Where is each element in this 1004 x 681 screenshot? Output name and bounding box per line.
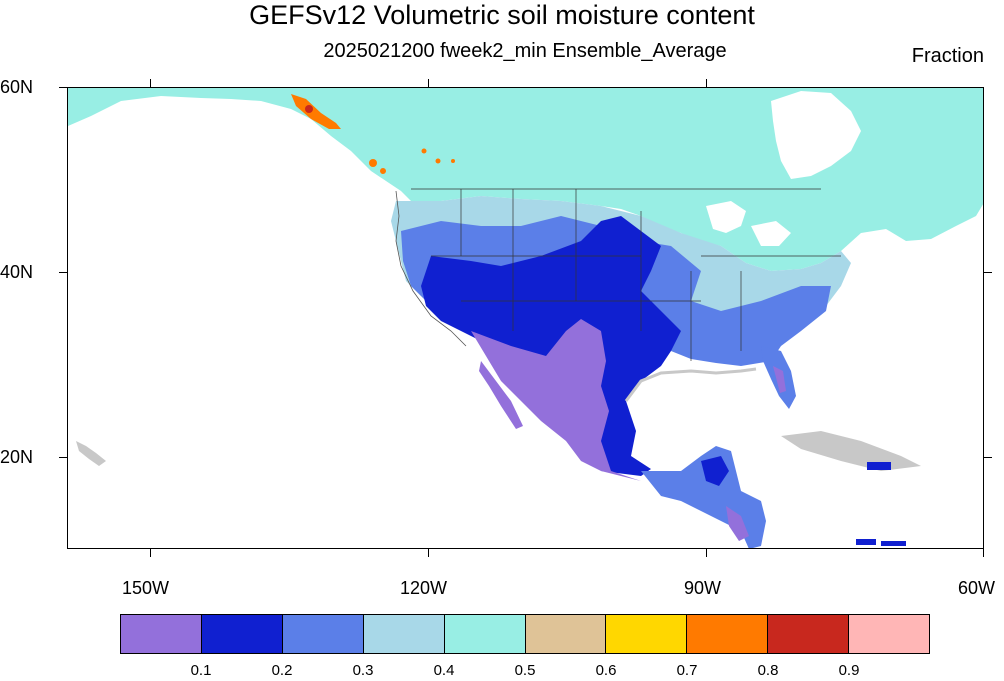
colorbar xyxy=(120,614,930,654)
lon-label-120w: 120W xyxy=(400,578,448,598)
canada-region xyxy=(68,88,983,271)
map-subtitle: 2025021200 fweek2_min Ensemble_Average xyxy=(323,40,727,62)
colorbar-label: 0.2 xyxy=(271,662,293,679)
colorbar-box xyxy=(444,615,526,653)
lon-tick xyxy=(428,549,429,557)
colorbar-box xyxy=(525,615,607,653)
map-title: GEFSv12 Volumetric soil moisture content xyxy=(249,0,755,30)
colorbar-label: 0.5 xyxy=(514,662,536,679)
colorbar-box xyxy=(201,615,283,653)
lat-tick xyxy=(59,272,67,273)
colorbar-label: 0.1 xyxy=(190,662,212,679)
lon-tick xyxy=(983,549,984,557)
lon-tick xyxy=(428,79,429,87)
lon-label-60w: 60W xyxy=(958,578,996,598)
colorbar-box xyxy=(687,615,769,653)
colorbar-label: 0.3 xyxy=(352,662,374,679)
colorbar-label: 0.8 xyxy=(757,662,779,679)
colorbar-label: 0.6 xyxy=(595,662,617,679)
lat-tick xyxy=(984,457,992,458)
lat-label-60n: 60N xyxy=(0,77,34,97)
units-label: Fraction xyxy=(911,45,984,67)
colorbar-label: 0.9 xyxy=(838,662,860,679)
lat-label-20n: 20N xyxy=(0,447,34,467)
lon-tick xyxy=(706,79,707,87)
colorbar-box xyxy=(282,615,364,653)
map-panel xyxy=(67,87,984,549)
lat-label-40n: 40N xyxy=(0,262,34,282)
us-dark-blue xyxy=(421,216,681,476)
colorbar-label: 0.4 xyxy=(433,662,455,679)
lon-label-90w: 90W xyxy=(684,578,722,598)
colorbar-box xyxy=(606,615,688,653)
lon-tick xyxy=(150,549,151,557)
lon-tick xyxy=(150,79,151,87)
lat-tick xyxy=(59,87,67,88)
mexico-purple xyxy=(471,319,641,481)
colorbar-box xyxy=(849,615,930,653)
lat-tick xyxy=(59,457,67,458)
lat-tick xyxy=(984,272,992,273)
colorbar-label: 0.7 xyxy=(676,662,698,679)
lon-tick xyxy=(706,549,707,557)
colorbar-box xyxy=(363,615,445,653)
colorbar-box xyxy=(768,615,850,653)
lon-label-150w: 150W xyxy=(122,578,170,598)
colorbar-box xyxy=(121,615,202,653)
soil-moisture-map xyxy=(68,88,983,548)
